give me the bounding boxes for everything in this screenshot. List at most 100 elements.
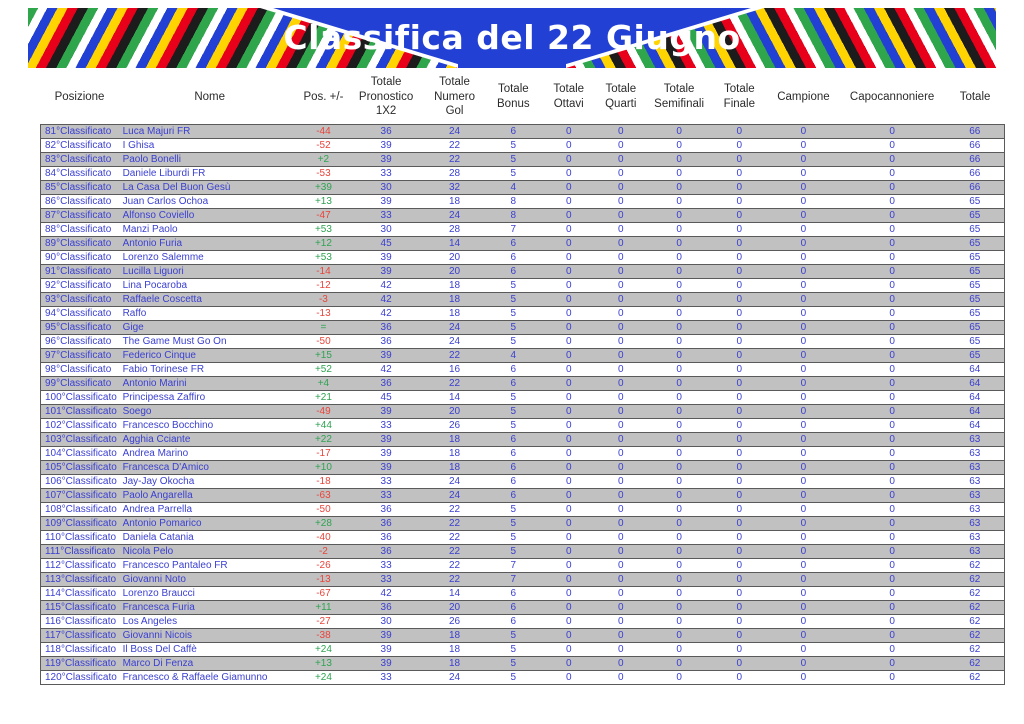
cell-capocannoniere: 0 — [838, 543, 946, 559]
cell-capocannoniere: 0 — [838, 319, 946, 335]
cell-totale-ottavi: 0 — [543, 417, 594, 433]
cell-campione: 0 — [768, 613, 839, 629]
cell-totale-quarti: 0 — [593, 319, 648, 335]
cell-totale-pronostico-1x2: 45 — [346, 235, 427, 251]
cell-totale-pronostico-1x2: 33 — [346, 165, 427, 181]
cell-posizione: 118°Classificato — [39, 641, 119, 657]
cell-totale-finale: 0 — [710, 417, 769, 433]
cell-campione: 0 — [768, 487, 839, 503]
table-row: 114°Classificato Lorenzo Braucci -67 42 … — [39, 585, 1005, 601]
cell-nome: Lorenzo Salemme — [118, 249, 301, 265]
cell-totale-bonus: 6 — [482, 123, 544, 139]
cell-posizione: 95°Classificato — [39, 319, 119, 335]
cell-capocannoniere: 0 — [838, 165, 946, 181]
cell-capocannoniere: 0 — [838, 669, 946, 685]
cell-totale-quarti: 0 — [593, 431, 648, 447]
cell-totale-quarti: 0 — [593, 221, 648, 237]
cell-totale-quarti: 0 — [593, 515, 648, 531]
cell-totale-quarti: 0 — [593, 585, 648, 601]
cell-pos-change: -27 — [300, 613, 347, 629]
cell-totale-numero-gol: 22 — [426, 347, 483, 363]
cell-totale-pronostico-1x2: 33 — [346, 207, 427, 223]
cell-totale-semifinali: 0 — [647, 515, 711, 531]
cell-totale-ottavi: 0 — [543, 571, 594, 587]
cell-pos-change: +4 — [300, 375, 347, 391]
cell-totale-bonus: 5 — [482, 417, 544, 433]
cell-nome: Marco Di Fenza — [118, 655, 301, 671]
cell-capocannoniere: 0 — [838, 571, 946, 587]
cell-totale-semifinali: 0 — [647, 277, 711, 293]
cell-totale-ottavi: 0 — [543, 347, 594, 363]
cell-campione: 0 — [768, 207, 839, 223]
cell-pos-change: -18 — [300, 473, 347, 489]
cell-nome: Lorenzo Braucci — [118, 585, 301, 601]
cell-capocannoniere: 0 — [838, 361, 946, 377]
cell-totale-finale: 0 — [710, 613, 769, 629]
cell-posizione: 106°Classificato — [39, 473, 119, 489]
table-header: Posizione Nome Pos. +/- Totale Pronostico 1… — [40, 74, 1005, 124]
cell-totale: 62 — [945, 557, 1005, 573]
cell-totale-numero-gol: 18 — [426, 641, 483, 657]
cell-totale-finale: 0 — [710, 123, 769, 139]
cell-posizione: 85°Classificato — [39, 179, 119, 195]
cell-totale-ottavi: 0 — [543, 333, 594, 349]
cell-totale-semifinali: 0 — [647, 557, 711, 573]
cell-totale-ottavi: 0 — [543, 165, 594, 181]
cell-totale-numero-gol: 24 — [426, 123, 483, 139]
cell-totale-finale: 0 — [710, 459, 769, 475]
cell-totale-semifinali: 0 — [647, 431, 711, 447]
cell-totale-ottavi: 0 — [543, 375, 594, 391]
cell-totale-semifinali: 0 — [647, 361, 711, 377]
table-row: 118°Classificato Il Boss Del Caffè +24 3… — [39, 641, 1005, 657]
cell-totale-semifinali: 0 — [647, 445, 711, 461]
cell-totale-quarti: 0 — [593, 347, 648, 363]
cell-pos-change: +13 — [300, 655, 347, 671]
cell-totale-pronostico-1x2: 39 — [346, 627, 427, 643]
cell-capocannoniere: 0 — [838, 179, 946, 195]
cell-totale: 63 — [945, 431, 1005, 447]
cell-totale-finale: 0 — [710, 305, 769, 321]
cell-totale-ottavi: 0 — [543, 319, 594, 335]
cell-totale: 66 — [945, 179, 1005, 195]
cell-pos-change: +22 — [300, 431, 347, 447]
cell-capocannoniere: 0 — [838, 305, 946, 321]
cell-totale-bonus: 5 — [482, 641, 544, 657]
cell-campione: 0 — [768, 221, 839, 237]
table-row: 111°Classificato Nicola Pelo -2 36 22 5 … — [39, 543, 1005, 559]
cell-totale-pronostico-1x2: 39 — [346, 459, 427, 475]
cell-totale-finale: 0 — [710, 277, 769, 293]
cell-capocannoniere: 0 — [838, 291, 946, 307]
cell-capocannoniere: 0 — [838, 445, 946, 461]
cell-totale-numero-gol: 28 — [426, 221, 483, 237]
cell-posizione: 93°Classificato — [39, 291, 119, 307]
cell-capocannoniere: 0 — [838, 417, 946, 433]
cell-pos-change: -12 — [300, 277, 347, 293]
cell-totale-bonus: 6 — [482, 263, 544, 279]
cell-totale: 64 — [945, 417, 1005, 433]
cell-totale-finale: 0 — [710, 347, 769, 363]
cell-totale-semifinali: 0 — [647, 179, 711, 195]
cell-totale: 62 — [945, 571, 1005, 587]
cell-totale-pronostico-1x2: 36 — [346, 375, 427, 391]
cell-capocannoniere: 0 — [838, 403, 946, 419]
cell-totale-numero-gol: 18 — [426, 627, 483, 643]
cell-totale-finale: 0 — [710, 403, 769, 419]
cell-totale-ottavi: 0 — [543, 585, 594, 601]
cell-posizione: 119°Classificato — [39, 655, 119, 671]
cell-totale: 65 — [945, 263, 1005, 279]
cell-totale-semifinali: 0 — [647, 669, 711, 685]
cell-campione: 0 — [768, 389, 839, 405]
cell-pos-change: +53 — [300, 249, 347, 265]
cell-totale: 66 — [945, 123, 1005, 139]
cell-totale-numero-gol: 22 — [426, 571, 483, 587]
cell-totale-semifinali: 0 — [647, 627, 711, 643]
column-header: Totale Semifinali — [647, 74, 711, 124]
table-row: 108°Classificato Andrea Parrella -50 36 … — [39, 501, 1005, 517]
cell-posizione: 115°Classificato — [39, 599, 119, 615]
cell-totale-bonus: 6 — [482, 431, 544, 447]
cell-totale-semifinali: 0 — [647, 501, 711, 517]
cell-posizione: 88°Classificato — [39, 221, 119, 237]
cell-posizione: 92°Classificato — [39, 277, 119, 293]
cell-nome: Daniele Liburdi FR — [118, 165, 301, 181]
cell-capocannoniere: 0 — [838, 641, 946, 657]
